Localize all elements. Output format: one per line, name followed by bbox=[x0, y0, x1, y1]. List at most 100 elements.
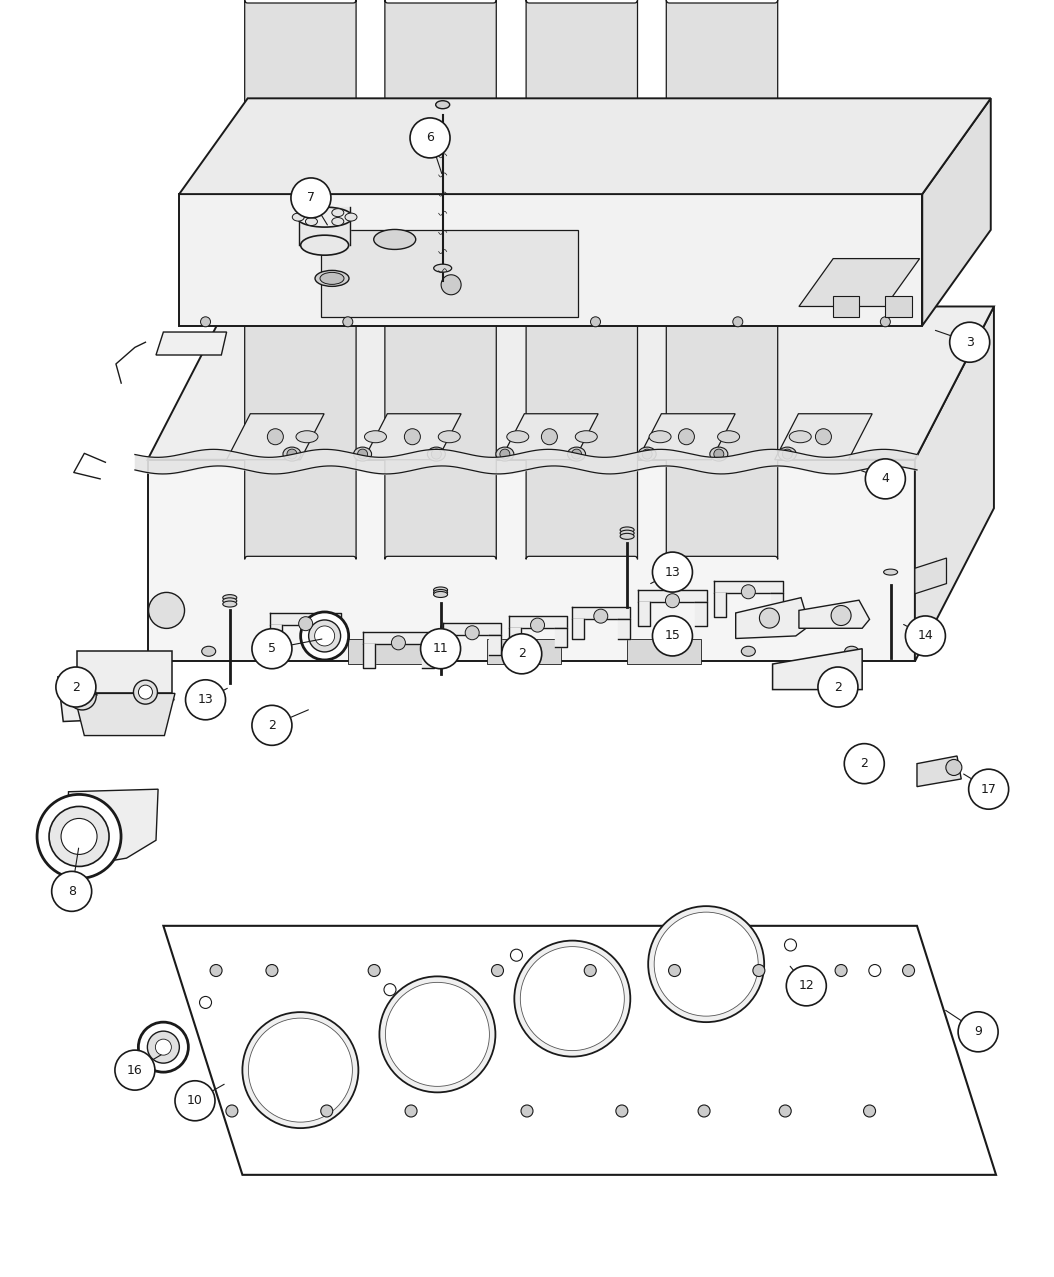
Circle shape bbox=[679, 429, 695, 444]
Circle shape bbox=[741, 585, 756, 599]
Polygon shape bbox=[571, 607, 629, 618]
Circle shape bbox=[37, 794, 121, 879]
Text: 13: 13 bbox=[665, 566, 680, 578]
Circle shape bbox=[50, 807, 109, 866]
Circle shape bbox=[698, 1105, 710, 1117]
Circle shape bbox=[905, 616, 945, 656]
Polygon shape bbox=[156, 332, 227, 355]
Circle shape bbox=[405, 429, 421, 444]
FancyBboxPatch shape bbox=[526, 0, 638, 559]
Ellipse shape bbox=[374, 230, 415, 249]
Polygon shape bbox=[639, 590, 706, 601]
Polygon shape bbox=[915, 306, 994, 661]
Text: 2: 2 bbox=[834, 681, 842, 693]
Circle shape bbox=[590, 317, 601, 327]
Circle shape bbox=[199, 996, 212, 1009]
Text: 13: 13 bbox=[198, 693, 213, 706]
Ellipse shape bbox=[296, 430, 318, 443]
Polygon shape bbox=[270, 624, 281, 649]
Text: 15: 15 bbox=[664, 630, 681, 642]
Polygon shape bbox=[627, 638, 701, 664]
Circle shape bbox=[226, 1105, 238, 1117]
Ellipse shape bbox=[638, 447, 657, 461]
Text: 7: 7 bbox=[307, 192, 315, 204]
Ellipse shape bbox=[332, 208, 344, 217]
Ellipse shape bbox=[438, 430, 461, 443]
FancyBboxPatch shape bbox=[385, 0, 496, 559]
Ellipse shape bbox=[222, 598, 237, 604]
Circle shape bbox=[782, 450, 793, 460]
Text: 2: 2 bbox=[518, 647, 526, 660]
Circle shape bbox=[844, 743, 884, 784]
Circle shape bbox=[242, 1013, 358, 1128]
Circle shape bbox=[784, 939, 797, 951]
Text: 16: 16 bbox=[128, 1064, 142, 1077]
Polygon shape bbox=[321, 230, 578, 317]
Text: 11: 11 bbox=[433, 642, 448, 655]
Polygon shape bbox=[715, 593, 726, 617]
Ellipse shape bbox=[575, 430, 598, 443]
Circle shape bbox=[571, 450, 582, 460]
Circle shape bbox=[421, 628, 461, 669]
Ellipse shape bbox=[709, 447, 728, 461]
Ellipse shape bbox=[427, 447, 446, 461]
Circle shape bbox=[521, 946, 624, 1051]
Ellipse shape bbox=[306, 217, 317, 226]
Polygon shape bbox=[509, 616, 567, 627]
Ellipse shape bbox=[292, 213, 305, 221]
Circle shape bbox=[298, 617, 313, 631]
Text: 2: 2 bbox=[268, 719, 276, 732]
Polygon shape bbox=[66, 789, 158, 868]
Circle shape bbox=[134, 681, 157, 704]
Polygon shape bbox=[58, 674, 174, 722]
Circle shape bbox=[652, 552, 692, 593]
Circle shape bbox=[368, 964, 380, 977]
Polygon shape bbox=[917, 756, 961, 787]
Circle shape bbox=[69, 682, 96, 710]
Ellipse shape bbox=[320, 272, 344, 285]
Polygon shape bbox=[179, 194, 922, 326]
Ellipse shape bbox=[883, 570, 898, 575]
Text: 10: 10 bbox=[187, 1094, 203, 1107]
Circle shape bbox=[465, 626, 480, 640]
Polygon shape bbox=[74, 693, 175, 736]
Ellipse shape bbox=[306, 208, 317, 217]
Ellipse shape bbox=[433, 264, 452, 272]
Polygon shape bbox=[163, 926, 996, 1175]
Circle shape bbox=[514, 941, 630, 1056]
Ellipse shape bbox=[282, 447, 301, 461]
Circle shape bbox=[616, 1105, 628, 1117]
Circle shape bbox=[200, 317, 211, 327]
Ellipse shape bbox=[296, 207, 353, 227]
Polygon shape bbox=[715, 581, 782, 593]
Ellipse shape bbox=[317, 646, 332, 656]
Polygon shape bbox=[443, 623, 502, 635]
Text: 12: 12 bbox=[799, 979, 814, 992]
FancyBboxPatch shape bbox=[245, 0, 356, 559]
Circle shape bbox=[384, 983, 396, 996]
Circle shape bbox=[969, 769, 1009, 810]
Circle shape bbox=[648, 907, 764, 1022]
Ellipse shape bbox=[201, 646, 216, 656]
Circle shape bbox=[56, 667, 96, 707]
Circle shape bbox=[315, 626, 334, 646]
Polygon shape bbox=[489, 635, 502, 655]
Circle shape bbox=[958, 1011, 998, 1052]
Polygon shape bbox=[487, 638, 561, 664]
Circle shape bbox=[502, 633, 542, 674]
Circle shape bbox=[863, 1105, 876, 1117]
Polygon shape bbox=[736, 598, 809, 638]
Polygon shape bbox=[799, 258, 919, 306]
Polygon shape bbox=[695, 601, 706, 626]
Ellipse shape bbox=[620, 527, 635, 533]
Ellipse shape bbox=[633, 646, 648, 656]
Polygon shape bbox=[773, 649, 862, 690]
Ellipse shape bbox=[315, 271, 349, 286]
Polygon shape bbox=[77, 651, 172, 693]
Circle shape bbox=[521, 1105, 533, 1117]
Polygon shape bbox=[618, 618, 629, 638]
Polygon shape bbox=[571, 618, 584, 638]
Polygon shape bbox=[885, 296, 912, 317]
Circle shape bbox=[249, 1018, 352, 1122]
Ellipse shape bbox=[345, 213, 357, 221]
